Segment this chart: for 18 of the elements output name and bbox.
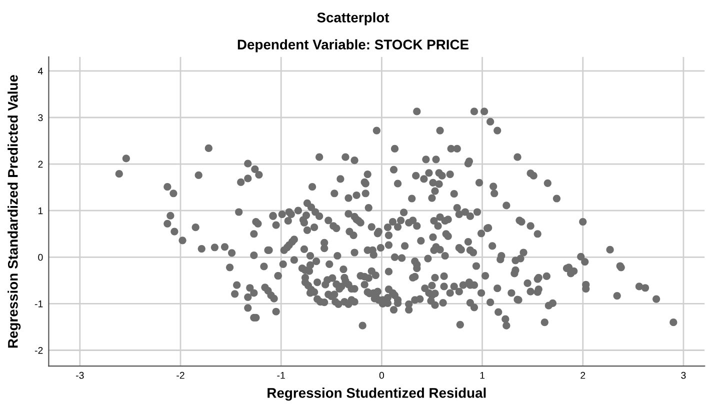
y-tick-label: 2 [38,160,43,168]
y-axis-title: Regression Standardized Predicted Value [8,74,21,348]
x-tick-label: -2 [176,372,184,379]
x-axis-title: Regression Studentized Residual [268,388,486,401]
y-tick-label: 4 [38,68,43,74]
chart-title: Scatterplot [317,12,390,26]
x-tick-label: -3 [76,372,84,379]
x-tick-label: 2 [580,372,586,379]
x-tick-label: 1 [480,372,485,379]
x-tick-label: 0 [379,372,384,379]
chart-subtitle: Dependent Variable: STOCK PRICE [238,39,468,52]
y-tick-label: 3 [38,114,43,122]
y-tick-label: -1 [34,300,43,308]
x-tick-label: -1 [277,372,285,379]
y-tick-label: 0 [38,254,43,261]
x-tick-label: 3 [681,372,686,379]
y-tick-label: 1 [38,207,43,214]
y-tick-label: -2 [34,346,43,354]
